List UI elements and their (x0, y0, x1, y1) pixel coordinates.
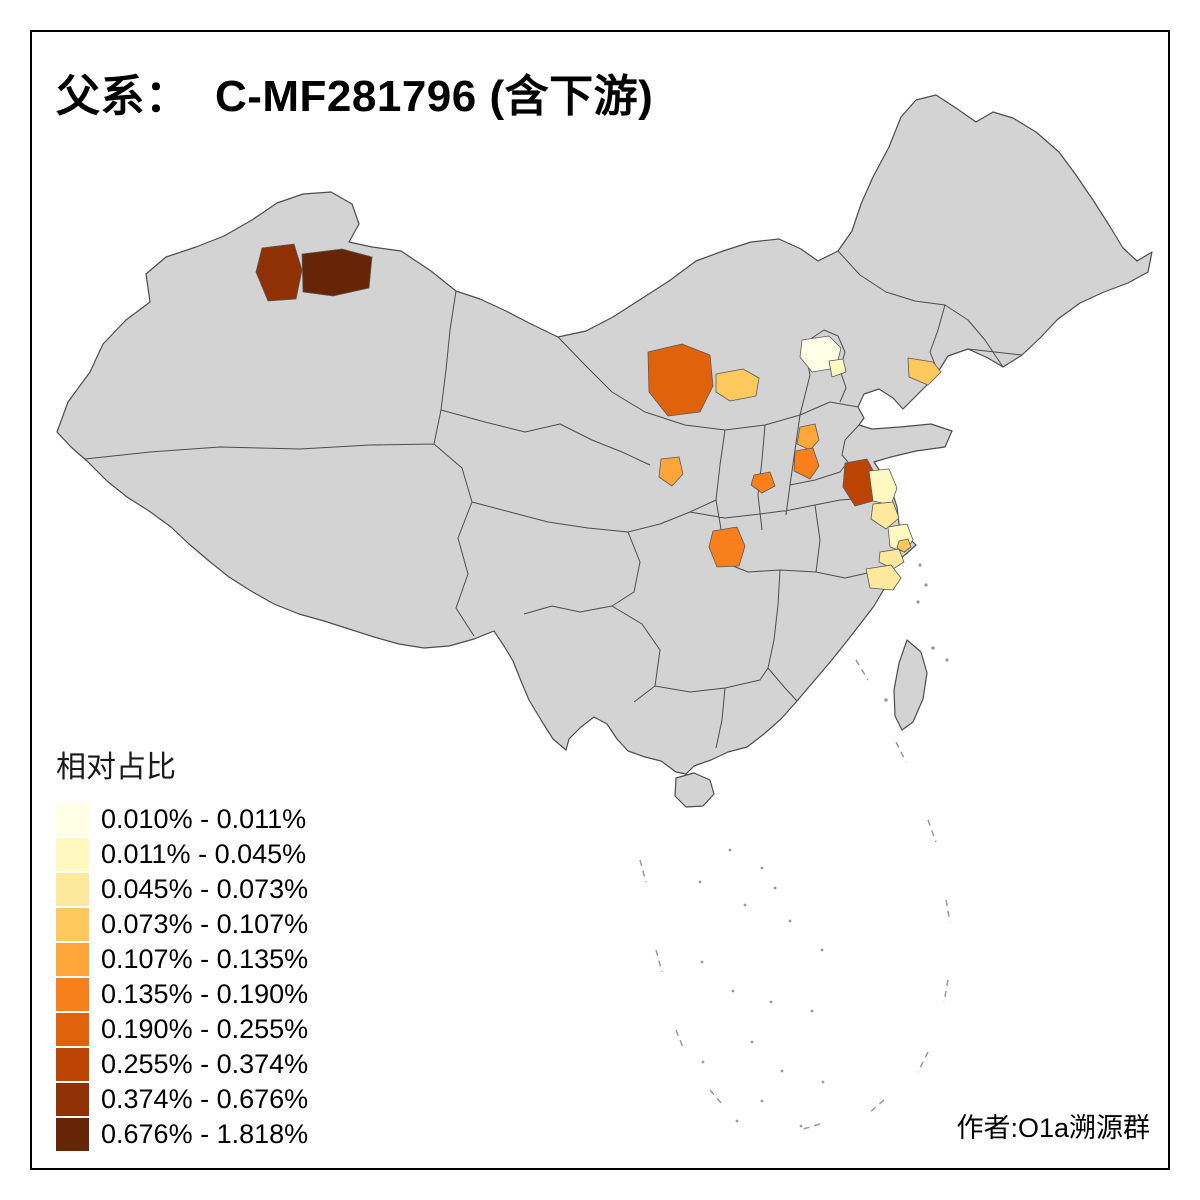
legend-swatch (56, 978, 89, 1011)
china-mainland (56, 94, 1153, 775)
map-region (865, 564, 902, 591)
legend-item: 0.374% - 0.676% (56, 1082, 308, 1117)
map-region (870, 501, 900, 530)
map-region (255, 243, 303, 302)
legend-swatch (56, 943, 89, 976)
hainan-island (674, 772, 715, 808)
legend-label: 0.374% - 0.676% (101, 1084, 309, 1114)
legend-swatch (56, 1013, 89, 1046)
map-region (750, 471, 776, 494)
legend-swatch (56, 908, 89, 941)
province-borders (84, 250, 1023, 749)
legend-swatch (56, 1048, 89, 1081)
map-region (793, 447, 820, 480)
map-region (647, 343, 714, 417)
legend-label: 0.676% - 1.818% (101, 1119, 309, 1149)
legend-item: 0.010% - 0.011% (56, 802, 308, 837)
legend-item: 0.676% - 1.818% (56, 1117, 308, 1152)
map-region (658, 456, 684, 487)
legend-swatch (56, 803, 89, 836)
map-region (878, 548, 905, 570)
legend-swatch (56, 838, 89, 871)
taiwan-island (893, 639, 928, 731)
legend-label: 0.010% - 0.011% (101, 804, 307, 834)
map-region (907, 357, 942, 386)
sea-islands (698, 563, 949, 1128)
legend-item: 0.107% - 0.135% (56, 942, 308, 977)
map-region (708, 526, 746, 568)
attribution: 作者:O1a溯源群 (956, 1113, 1150, 1143)
map-region (301, 248, 373, 297)
map-region (828, 358, 847, 378)
legend-item: 0.011% - 0.045% (56, 837, 308, 872)
legend-label: 0.073% - 0.107% (101, 909, 309, 939)
legend-item: 0.045% - 0.073% (56, 872, 308, 907)
highlighted-regions (255, 243, 942, 591)
legend-swatch (56, 1118, 89, 1151)
nine-dash-line (639, 659, 951, 1131)
legend-label: 0.011% - 0.045% (101, 839, 307, 869)
legend-label: 0.190% - 0.255% (101, 1014, 309, 1044)
map-region (796, 423, 820, 451)
legend-item: 0.190% - 0.255% (56, 1012, 308, 1047)
legend-item: 0.073% - 0.107% (56, 907, 308, 942)
map-region (715, 368, 760, 402)
legend-label: 0.045% - 0.073% (101, 874, 309, 904)
legend-label: 0.107% - 0.135% (101, 944, 309, 974)
page-title: 父系： C-MF281796 (含下游) (56, 72, 654, 121)
map-region (896, 538, 912, 553)
legend-swatch (56, 873, 89, 906)
legend-title: 相对占比 (56, 751, 176, 784)
legend: 相对占比 0.010% - 0.011% 0.011% - 0.045% 0.0… (56, 742, 308, 1152)
legend-item: 0.135% - 0.190% (56, 977, 308, 1012)
map-region (868, 468, 898, 506)
legend-label: 0.135% - 0.190% (101, 979, 309, 1009)
legend-label: 0.255% - 0.374% (101, 1049, 309, 1079)
legend-item: 0.255% - 0.374% (56, 1047, 308, 1082)
legend-swatch (56, 1083, 89, 1116)
